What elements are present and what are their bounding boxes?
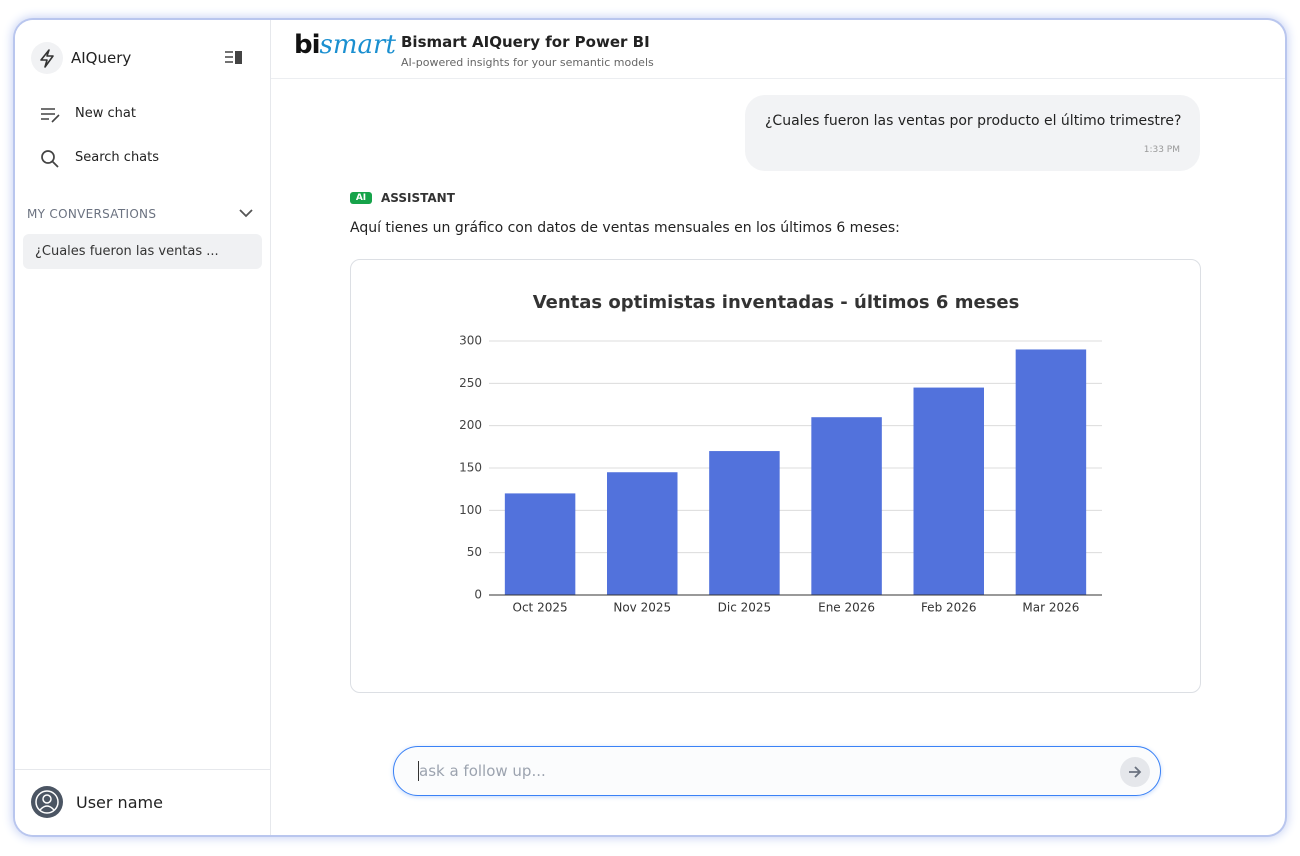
conversation-title: ¿Cuales fueron las ventas ... bbox=[35, 244, 219, 259]
user-message-text: ¿Cuales fueron las ventas por producto e… bbox=[765, 113, 1182, 129]
assistant-text: Aquí tienes un gráfico con datos de vent… bbox=[350, 220, 900, 236]
app-name: AIQuery bbox=[71, 49, 132, 67]
new-chat-label: New chat bbox=[75, 106, 136, 121]
y-tick-label: 0 bbox=[474, 588, 482, 602]
chart-card: Ventas optimistas inventadas - últimos 6… bbox=[350, 259, 1201, 693]
bar bbox=[913, 387, 984, 595]
y-tick-label: 150 bbox=[459, 461, 482, 475]
search-chats-button[interactable]: Search chats bbox=[27, 144, 257, 174]
user-message: ¿Cuales fueron las ventas por producto e… bbox=[745, 95, 1200, 171]
new-chat-icon bbox=[41, 108, 60, 123]
bar bbox=[811, 417, 882, 595]
collapse-icon[interactable] bbox=[238, 207, 254, 219]
app-window: AIQuery New chat Search chats MY CONVERS… bbox=[15, 20, 1285, 835]
bar bbox=[504, 493, 576, 595]
new-chat-button[interactable]: New chat bbox=[27, 100, 257, 130]
send-button[interactable] bbox=[1120, 757, 1150, 787]
logo-prefix: bi bbox=[294, 30, 321, 60]
chart-title: Ventas optimistas inventadas - últimos 6… bbox=[533, 292, 1020, 313]
y-tick-label: 200 bbox=[459, 418, 482, 432]
header-title: Bismart AIQuery for Power BI bbox=[401, 33, 650, 51]
logo: bismart bbox=[294, 30, 396, 60]
x-tick-label: Feb 2026 bbox=[921, 601, 977, 615]
avatar[interactable] bbox=[31, 786, 63, 818]
y-tick-label: 300 bbox=[459, 334, 482, 348]
sidebar: AIQuery New chat Search chats MY CONVERS… bbox=[15, 20, 271, 835]
toggle-sidebar[interactable] bbox=[223, 50, 245, 66]
x-tick-label: Mar 2026 bbox=[1022, 601, 1079, 615]
x-tick-label: Dic 2025 bbox=[718, 601, 772, 615]
y-tick-label: 250 bbox=[459, 376, 482, 390]
bar bbox=[1015, 349, 1087, 595]
header: bismart Bismart AIQuery for Power BI AI-… bbox=[271, 20, 1285, 79]
bar bbox=[709, 451, 780, 595]
divider bbox=[15, 769, 270, 770]
input-placeholder: ask a follow up... bbox=[419, 762, 546, 780]
app-icon bbox=[31, 42, 63, 74]
section-title: MY CONVERSATIONS bbox=[27, 207, 157, 221]
user-name: User name bbox=[76, 793, 163, 812]
header-subtitle: AI-powered insights for your semantic mo… bbox=[401, 56, 654, 69]
assistant-label: ASSISTANT bbox=[381, 191, 455, 205]
search-chats-label: Search chats bbox=[75, 150, 160, 165]
chart: Ventas optimistas inventadas - últimos 6… bbox=[459, 292, 1102, 615]
chat-input[interactable]: ask a follow up... bbox=[393, 746, 1161, 796]
x-tick-label: Nov 2025 bbox=[613, 601, 671, 615]
x-tick-label: Oct 2025 bbox=[513, 601, 568, 615]
ai-badge: AI bbox=[350, 192, 372, 204]
caret bbox=[418, 761, 419, 781]
y-tick-label: 100 bbox=[459, 503, 482, 517]
bolt-icon bbox=[40, 49, 54, 68]
search-icon bbox=[41, 150, 59, 168]
message-time: 1:33 PM bbox=[1143, 145, 1180, 155]
logo-suffix: smart bbox=[319, 30, 396, 60]
x-tick-label: Ene 2026 bbox=[818, 601, 875, 615]
bar bbox=[607, 472, 678, 595]
y-tick-label: 50 bbox=[467, 545, 482, 559]
conversation-item[interactable]: ¿Cuales fueron las ventas ... bbox=[23, 234, 262, 269]
